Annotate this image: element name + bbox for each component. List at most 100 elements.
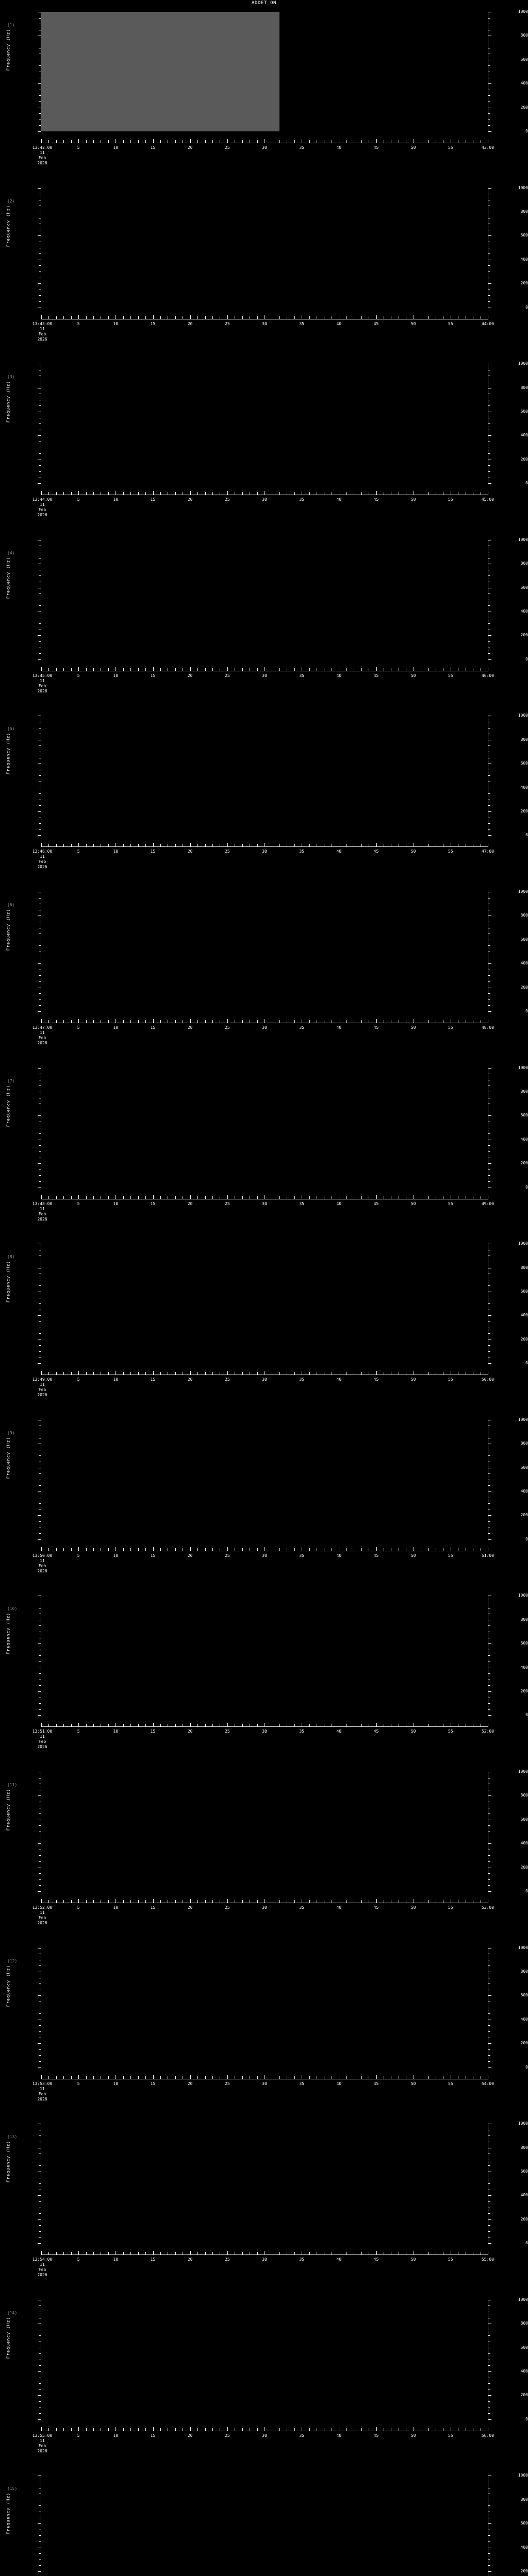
x-axis-minor-tick — [175, 2428, 176, 2431]
x-axis-minor-tick — [205, 1196, 206, 1199]
y-axis-minor-tick-right — [488, 2025, 490, 2026]
y-axis-tick-label: 400 — [520, 1488, 528, 1494]
x-axis-minor-tick — [86, 2076, 87, 2079]
y-axis-minor-tick — [39, 2025, 41, 2026]
x-axis-minor-tick — [294, 1196, 295, 1199]
x-axis-minor-tick — [361, 1020, 362, 1023]
x-axis-start-datetime: 13:54:00 11 Feb 2026 — [24, 2257, 61, 2278]
start-date-line: Feb — [38, 1739, 46, 1744]
y-axis-minor-tick-right — [488, 423, 490, 425]
y-axis-tick — [38, 1995, 41, 1996]
plot-area — [41, 892, 488, 1011]
start-date-line: 2026 — [37, 1568, 47, 1573]
trace-layer — [41, 540, 488, 659]
start-date-line: Feb — [38, 1211, 46, 1216]
x-axis-tick-label: 25 — [225, 1905, 230, 1910]
x-axis-tick — [227, 2075, 228, 2079]
x-axis-minor-tick — [279, 844, 280, 847]
x-axis-minor-tick — [309, 2076, 310, 2079]
x-axis-minor-tick — [257, 316, 258, 319]
y-axis-minor-tick — [39, 1473, 41, 1475]
y-axis-tick-label: 200 — [520, 2216, 528, 2222]
x-axis-tick-label: 15 — [150, 1025, 156, 1030]
spectrogram-panel: (7) Frequency (Hz) 1000 800 600 400 200 0 5 10 15 2… — [0, 1056, 528, 1232]
x-axis-minor-tick — [108, 2428, 109, 2431]
start-date-line: Feb — [38, 859, 46, 865]
x-axis-tick-label: 15 — [150, 2433, 156, 2438]
x-axis-minor-tick — [242, 1020, 243, 1023]
spectrogram-panel: (15)Frequency (Hz)1000800600400200051015… — [0, 2464, 528, 2576]
x-axis-minor-tick — [93, 492, 94, 495]
x-axis-minor-tick — [86, 1020, 87, 1023]
y-axis-tick — [38, 131, 41, 132]
x-axis-minor-tick — [361, 1724, 362, 1727]
x-axis-minor-tick — [257, 492, 258, 495]
y-axis-minor-tick — [39, 1703, 41, 1704]
x-axis-tick — [78, 667, 79, 671]
x-axis-minor-tick — [71, 1372, 72, 1375]
x-axis-tick — [41, 2251, 42, 2255]
x-axis-minor-tick — [294, 2428, 295, 2431]
y-axis-tick-label: 1000 — [518, 537, 528, 542]
start-date-line: 2026 — [37, 688, 47, 693]
x-axis-tick-label: 35 — [299, 497, 304, 502]
x-axis-minor-tick — [242, 2076, 243, 2079]
x-axis-minor-tick — [361, 1196, 362, 1199]
y-axis-tick-right — [488, 1995, 491, 1996]
x-axis-tick-label: 35 — [299, 1201, 304, 1206]
x-axis-minor-tick — [212, 492, 213, 495]
x-axis-minor-tick — [361, 2076, 362, 2079]
x-axis-tick — [153, 2251, 154, 2255]
x-axis-minor-tick — [279, 1900, 280, 1903]
x-axis-tick-label: 35 — [299, 673, 304, 678]
y-axis-tick — [38, 2067, 41, 2068]
x-axis-minor-tick — [108, 492, 109, 495]
y-axis-minor-tick-right — [488, 2049, 490, 2050]
y-axis-minor-tick-right — [488, 1709, 490, 1710]
x-axis-tick-label: 55 — [448, 1377, 453, 1382]
y-axis-minor-tick-right — [488, 1151, 490, 1152]
x-axis-minor-tick — [212, 2428, 213, 2431]
plot-area — [41, 2299, 488, 2419]
x-axis-tick-label: 35 — [299, 1729, 304, 1734]
y-axis-tick-label: 400 — [520, 433, 528, 438]
x-axis-minor-tick — [242, 1196, 243, 1199]
x-axis-tick-label: 30 — [262, 1201, 267, 1206]
x-axis-minor-tick — [309, 844, 310, 847]
x-axis-minor-tick — [123, 1372, 124, 1375]
x-axis-minor-tick — [175, 844, 176, 847]
x-axis-tick-label: 45 — [373, 849, 379, 854]
spectrogram-panel: (12) Frequency (Hz) 1000 800 600 400 200 0 5 10 15… — [0, 1936, 528, 2112]
y-axis-tick-label: 1000 — [518, 1417, 528, 1422]
y-axis-minor-tick-right — [488, 1285, 490, 1286]
y-axis-tick-right — [488, 1843, 491, 1844]
x-axis-minor-tick — [205, 316, 206, 319]
x-axis-tick — [376, 315, 377, 319]
x-axis-tick-label: 20 — [187, 2257, 193, 2262]
plot-area — [41, 1947, 488, 2067]
x-axis-minor-tick — [160, 316, 161, 319]
plot-area — [41, 1772, 488, 1891]
x-axis-minor-tick — [86, 316, 87, 319]
x-axis-minor-tick — [242, 668, 243, 671]
y-axis-minor-tick — [39, 829, 41, 830]
x-axis-minor-tick — [86, 1372, 87, 1375]
y-axis-minor-tick — [39, 1825, 41, 1826]
x-axis-minor-tick — [48, 2428, 50, 2431]
x-axis-tick-label: 25 — [225, 497, 230, 502]
x-axis-tick-label: 55 — [448, 1729, 453, 1734]
x-axis-tick — [41, 2427, 42, 2431]
x-axis-minor-tick — [138, 316, 139, 319]
y-axis-minor-tick — [39, 1005, 41, 1006]
start-date-line: 2026 — [37, 161, 47, 165]
x-axis-tick — [190, 2075, 191, 2079]
x-axis-line — [41, 846, 488, 848]
y-axis-minor-tick — [39, 793, 41, 794]
y-axis-tick — [38, 635, 41, 636]
y-axis-minor-tick — [39, 2535, 41, 2536]
start-date-line: 11 — [40, 2438, 45, 2443]
plot-area — [41, 1067, 488, 1188]
x-axis-minor-tick — [257, 1724, 258, 1727]
spectrogram-panel: (1) Frequency (Hz) 1000 800 600 400 200 0 5 10 15 2… — [0, 0, 528, 176]
y-axis-label: Frequency (Hz) — [6, 2493, 11, 2535]
